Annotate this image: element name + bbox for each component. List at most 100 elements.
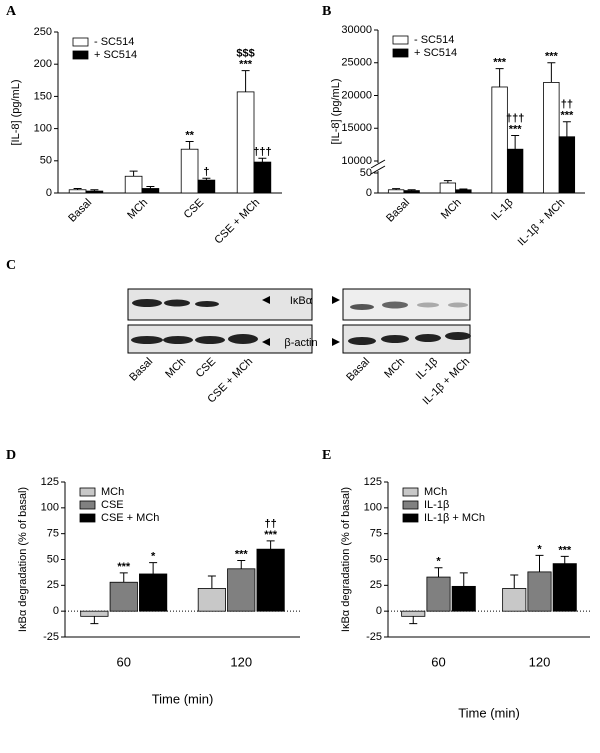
- x-tick-label: MCh: [125, 197, 150, 222]
- error-bar: [237, 560, 246, 569]
- y-tick-label: 75: [47, 528, 59, 540]
- y-tick-label: 50: [47, 553, 59, 565]
- error-bar: [459, 188, 468, 190]
- legend-label: + SC514: [94, 49, 137, 61]
- significance-mark: ††: [561, 99, 573, 111]
- x-tick-label: 60: [431, 654, 445, 669]
- bar: [502, 588, 527, 612]
- y-tick-label: 0: [376, 605, 382, 617]
- significance-mark: †††: [506, 112, 524, 124]
- bar: [68, 189, 87, 194]
- significance-mark: *: [436, 556, 441, 568]
- y-tick-label: 50: [360, 167, 372, 179]
- significance-mark: ***: [264, 529, 278, 541]
- error-bar: [510, 574, 519, 589]
- legend-swatch: [392, 48, 409, 58]
- error-bar: [459, 572, 468, 587]
- error-bar: [241, 70, 250, 92]
- error-bar: [560, 555, 569, 564]
- y-tick-label: 250: [34, 26, 52, 38]
- y-tick-label: 200: [34, 58, 52, 70]
- legend-swatch: [402, 513, 419, 523]
- break-mark: [370, 159, 386, 169]
- x-axis-label: Time (min): [458, 705, 520, 720]
- significance-mark: ***: [560, 110, 574, 122]
- lane-label: MCh: [163, 356, 188, 381]
- legend-label: MCh: [424, 486, 447, 498]
- x-tick-label: 60: [117, 654, 131, 669]
- significance-mark: ††: [265, 518, 277, 530]
- bar: [387, 189, 405, 194]
- bar: [197, 588, 226, 612]
- bar: [527, 571, 552, 612]
- error-bar: [511, 134, 520, 150]
- y-axis-label: IκBα degradation (% of basal): [17, 487, 29, 632]
- error-bar: [149, 562, 158, 574]
- bar: [426, 576, 451, 612]
- error-bar: [535, 554, 544, 572]
- error-bar: [73, 187, 82, 190]
- y-tick-label: 25: [370, 579, 382, 591]
- panel-letter: E: [322, 448, 331, 463]
- error-bar: [119, 572, 128, 583]
- error-bar: [185, 140, 194, 150]
- panel-letter: C: [6, 258, 16, 273]
- x-axis-label: Time (min): [152, 691, 214, 706]
- significance-mark: ***: [117, 561, 131, 573]
- error-bar: [90, 616, 99, 625]
- x-tick-label: CSE: [182, 197, 206, 221]
- bar: [543, 82, 560, 194]
- x-tick-label: IL-1β + MCh: [516, 197, 568, 249]
- legend-label: - SC514: [94, 36, 134, 48]
- bar: [403, 190, 420, 194]
- error-bar: [266, 540, 275, 550]
- y-tick-label: 0: [366, 187, 372, 199]
- error-bar: [258, 157, 267, 163]
- panel-letter: D: [6, 448, 16, 463]
- significance-mark: †: [203, 166, 209, 178]
- bar: [439, 182, 457, 194]
- bar: [253, 161, 272, 194]
- y-tick-label: 15000: [341, 122, 372, 134]
- error-bar: [409, 616, 418, 625]
- error-bar: [562, 121, 571, 137]
- y-tick-label: 20000: [341, 89, 372, 101]
- error-bar: [392, 188, 401, 190]
- legend-swatch: [72, 50, 89, 60]
- legend-label: CSE: [101, 499, 124, 511]
- legend-swatch: [79, 500, 96, 510]
- y-tick-label: 30000: [341, 24, 372, 36]
- x-tick-label: CSE + MCh: [212, 197, 262, 247]
- bar: [236, 91, 255, 194]
- lane-label: CSE: [194, 356, 218, 380]
- y-tick-label: 125: [364, 476, 382, 488]
- x-tick-label: Basal: [384, 197, 412, 225]
- significance-mark: ***: [509, 123, 523, 135]
- legend-swatch: [402, 487, 419, 497]
- legend-label: - SC514: [414, 34, 454, 46]
- legend-swatch: [402, 500, 419, 510]
- y-tick-label: 0: [46, 187, 52, 199]
- error-bar: [547, 62, 556, 83]
- significance-mark: ***: [545, 51, 559, 63]
- y-tick-label: 150: [34, 90, 52, 102]
- bar: [552, 563, 577, 612]
- significance-mark: ***: [239, 59, 253, 71]
- significance-mark: *: [151, 551, 156, 563]
- error-bar: [146, 186, 155, 189]
- legend-label: + SC514: [414, 47, 457, 59]
- legend-label: IL-1β + MCh: [424, 512, 485, 524]
- significance-mark: $$$: [236, 48, 254, 60]
- y-tick-label: 100: [41, 502, 59, 514]
- bar: [197, 179, 216, 194]
- y-axis-label: [IL-8] (pg/mL): [10, 79, 22, 145]
- significance-mark: ***: [235, 548, 249, 560]
- bar: [139, 573, 168, 612]
- bar: [558, 136, 576, 194]
- panel-letter: A: [6, 4, 17, 19]
- error-bar: [207, 575, 216, 589]
- error-bar: [434, 567, 443, 578]
- y-axis-label: [IL-8] (pg/mL): [330, 78, 342, 144]
- bar: [401, 610, 426, 617]
